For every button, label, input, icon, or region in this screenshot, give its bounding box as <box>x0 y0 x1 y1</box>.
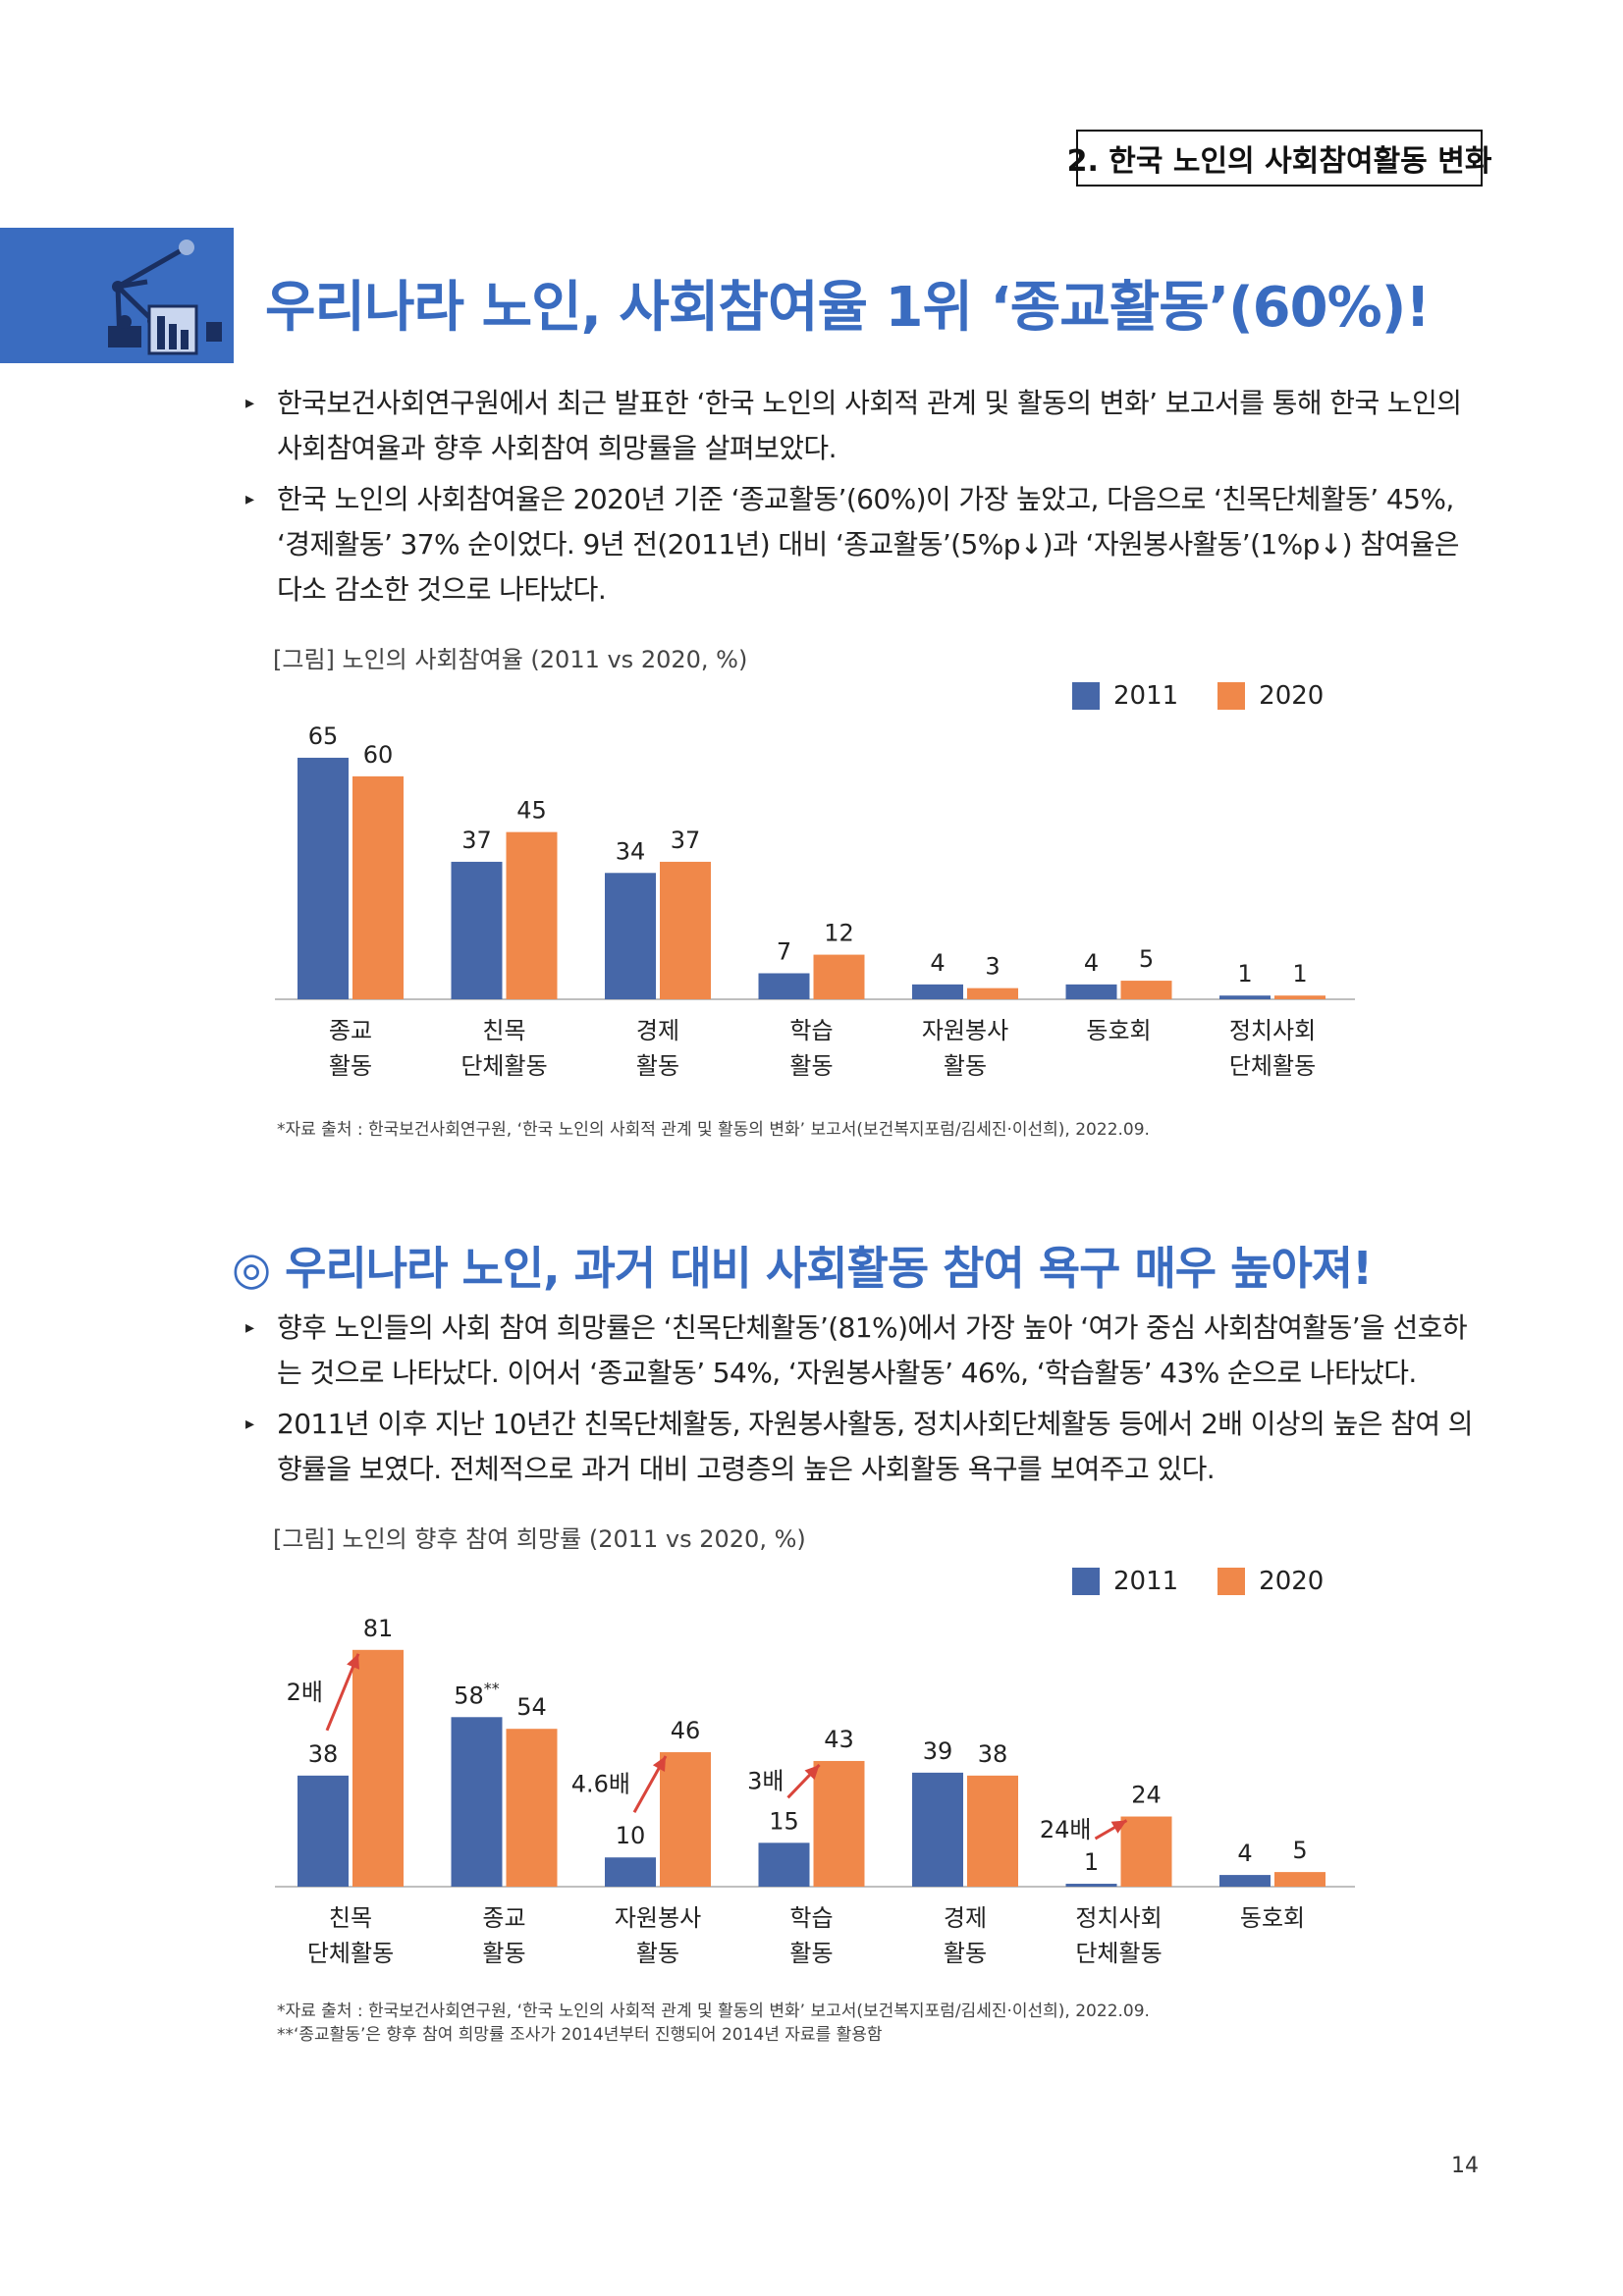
growth-annotation: 24배 <box>1040 1816 1092 1843</box>
chart2-footnote: **‘종교활동’은 향후 참여 희망률 조사가 2014년부터 진행되어 201… <box>277 2020 883 2045</box>
bar-2020 <box>1121 1817 1172 1887</box>
data-label-2020: 81 <box>363 1615 394 1642</box>
page-number: 14 <box>1451 2154 1479 2178</box>
x-tick-label: 경제 <box>944 1904 987 1932</box>
data-label-2020: 5 <box>1292 1837 1307 1864</box>
bar-2020 <box>660 1752 711 1887</box>
chart2-source-note: *자료 출처 : 한국보건사회연구원, ‘한국 노인의 사회적 관계 및 활동의… <box>277 1997 1150 2021</box>
growth-annotation: 4.6배 <box>571 1771 630 1798</box>
bar-2020 <box>507 1729 558 1887</box>
x-tick-label: 정치사회 <box>1075 1904 1162 1932</box>
footnote-marker: ** <box>484 1679 500 1697</box>
x-tick-label: 활동 <box>789 1940 833 1967</box>
data-label-2011: 1 <box>1084 1848 1099 1876</box>
x-tick-label: 활동 <box>482 1940 525 1967</box>
bar-2020 <box>352 1650 404 1887</box>
data-label-2020: 54 <box>516 1693 547 1721</box>
data-label-2020: 46 <box>671 1717 701 1744</box>
x-tick-label: 동호회 <box>1240 1904 1305 1932</box>
bar-2020 <box>967 1776 1018 1887</box>
x-tick-label: 단체활동 <box>1075 1940 1162 1967</box>
x-tick-label: 활동 <box>636 1940 679 1967</box>
x-tick-label: 단체활동 <box>307 1940 394 1967</box>
data-label-2011: 10 <box>616 1822 646 1849</box>
data-label-2011: 58** <box>454 1679 500 1709</box>
bar-2020 <box>814 1761 865 1887</box>
bar-2011 <box>1219 1875 1271 1887</box>
bar-2011 <box>759 1842 810 1887</box>
x-tick-label: 자원봉사 <box>615 1904 701 1932</box>
bar-2020 <box>1274 1872 1325 1887</box>
x-tick-label: 학습 <box>789 1904 833 1932</box>
data-label-2020: 24 <box>1131 1782 1162 1809</box>
data-label-2020: 38 <box>978 1740 1008 1768</box>
x-tick-label: 친목 <box>329 1904 372 1932</box>
bar-2011 <box>605 1857 656 1887</box>
data-label-2011: 15 <box>769 1807 799 1835</box>
bar-2011 <box>452 1717 503 1887</box>
growth-annotation: 2배 <box>287 1679 323 1706</box>
data-label-2011: 4 <box>1237 1840 1252 1867</box>
bar-2011 <box>1066 1884 1117 1887</box>
bar-2011 <box>912 1773 963 1887</box>
growth-annotation: 3배 <box>747 1768 784 1795</box>
data-label-2011: 38 <box>308 1740 339 1768</box>
data-label-2020: 43 <box>824 1726 854 1753</box>
x-tick-label: 종교 <box>482 1904 525 1932</box>
data-label-2011: 39 <box>923 1737 953 1765</box>
bar-2011 <box>298 1776 349 1887</box>
x-tick-label: 활동 <box>944 1940 987 1967</box>
